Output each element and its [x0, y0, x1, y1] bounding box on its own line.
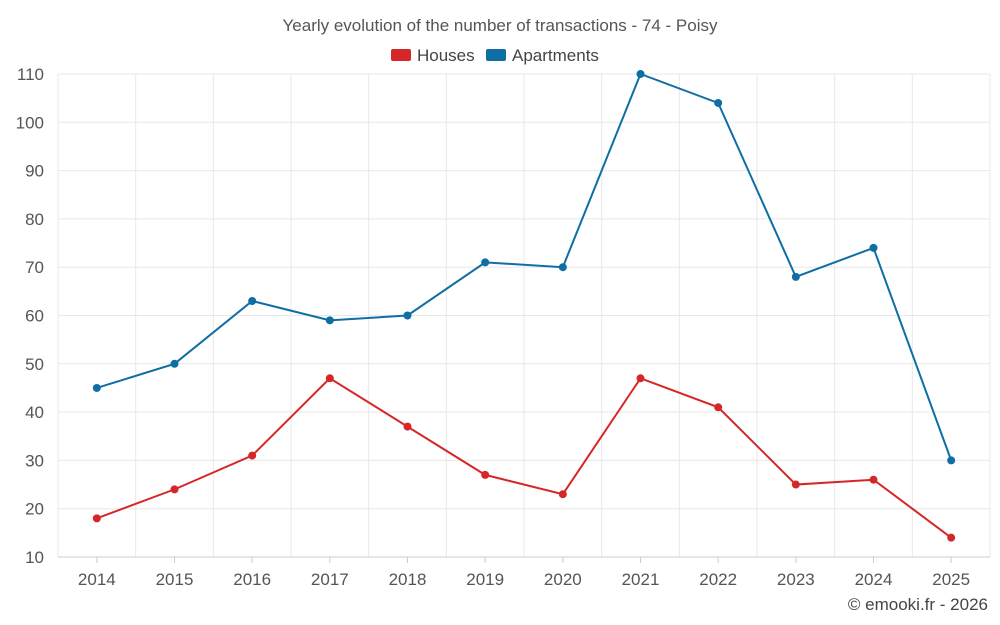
y-tick-label: 40 [25, 403, 44, 422]
legend-label-apartments: Apartments [512, 46, 599, 65]
y-tick-label: 70 [25, 258, 44, 277]
y-tick-label: 20 [25, 500, 44, 519]
legend: Houses Apartments [391, 46, 599, 65]
data-point-apartments [92, 383, 101, 392]
x-tick-label: 2024 [855, 570, 893, 589]
data-point-apartments [869, 243, 878, 252]
data-point-apartments [558, 263, 567, 272]
data-point-houses [791, 480, 800, 489]
x-tick-label: 2014 [78, 570, 116, 589]
y-tick-label: 100 [16, 113, 44, 132]
x-tick-label: 2020 [544, 570, 582, 589]
data-point-apartments [170, 359, 179, 368]
data-point-apartments [403, 311, 412, 320]
grid [57, 73, 991, 558]
x-tick-label: 2022 [699, 570, 737, 589]
data-point-apartments [248, 297, 257, 306]
credit-text: © emooki.fr - 2026 [848, 595, 988, 614]
y-tick-label: 60 [25, 307, 44, 326]
x-tick-label: 2021 [622, 570, 660, 589]
x-tick-label: 2017 [311, 570, 349, 589]
legend-label-houses: Houses [417, 46, 475, 65]
x-tick-label: 2023 [777, 570, 815, 589]
data-point-houses [869, 475, 878, 484]
y-tick-label: 50 [25, 355, 44, 374]
x-tick-label: 2015 [156, 570, 194, 589]
x-tick-label: 2016 [233, 570, 271, 589]
data-point-apartments [481, 258, 490, 267]
data-point-houses [558, 490, 567, 499]
series-group [92, 70, 956, 542]
data-point-apartments [714, 98, 723, 107]
legend-swatch-apartments [486, 49, 506, 61]
series-line-apartments [96, 72, 953, 461]
series-line-houses [96, 377, 952, 539]
data-point-houses [248, 451, 257, 460]
data-point-houses [636, 374, 645, 383]
data-point-houses [170, 485, 179, 494]
data-point-houses [947, 533, 956, 542]
data-point-houses [403, 422, 412, 431]
axes: 10 20 30 40 50 60 70 80 90 100 110 2014 2015 2016 2017… [16, 65, 990, 589]
x-tick-label: 2018 [389, 570, 427, 589]
chart-title: Yearly evolution of the number of transa… [283, 16, 718, 35]
data-point-apartments [947, 456, 956, 465]
data-point-houses [714, 403, 723, 412]
data-point-apartments [325, 316, 334, 325]
x-tick-label: 2019 [466, 570, 504, 589]
data-point-houses [325, 374, 334, 383]
y-tick-label: 30 [25, 451, 44, 470]
x-tick-label: 2025 [932, 570, 970, 589]
data-point-apartments [636, 70, 645, 78]
legend-swatch-houses [391, 49, 411, 61]
data-point-apartments [791, 272, 800, 281]
y-tick-label: 10 [25, 548, 44, 567]
data-point-houses [92, 514, 101, 523]
y-tick-label: 80 [25, 210, 44, 229]
y-tick-label: 110 [17, 65, 44, 84]
y-tick-label: 90 [25, 162, 44, 181]
data-point-houses [481, 470, 490, 479]
